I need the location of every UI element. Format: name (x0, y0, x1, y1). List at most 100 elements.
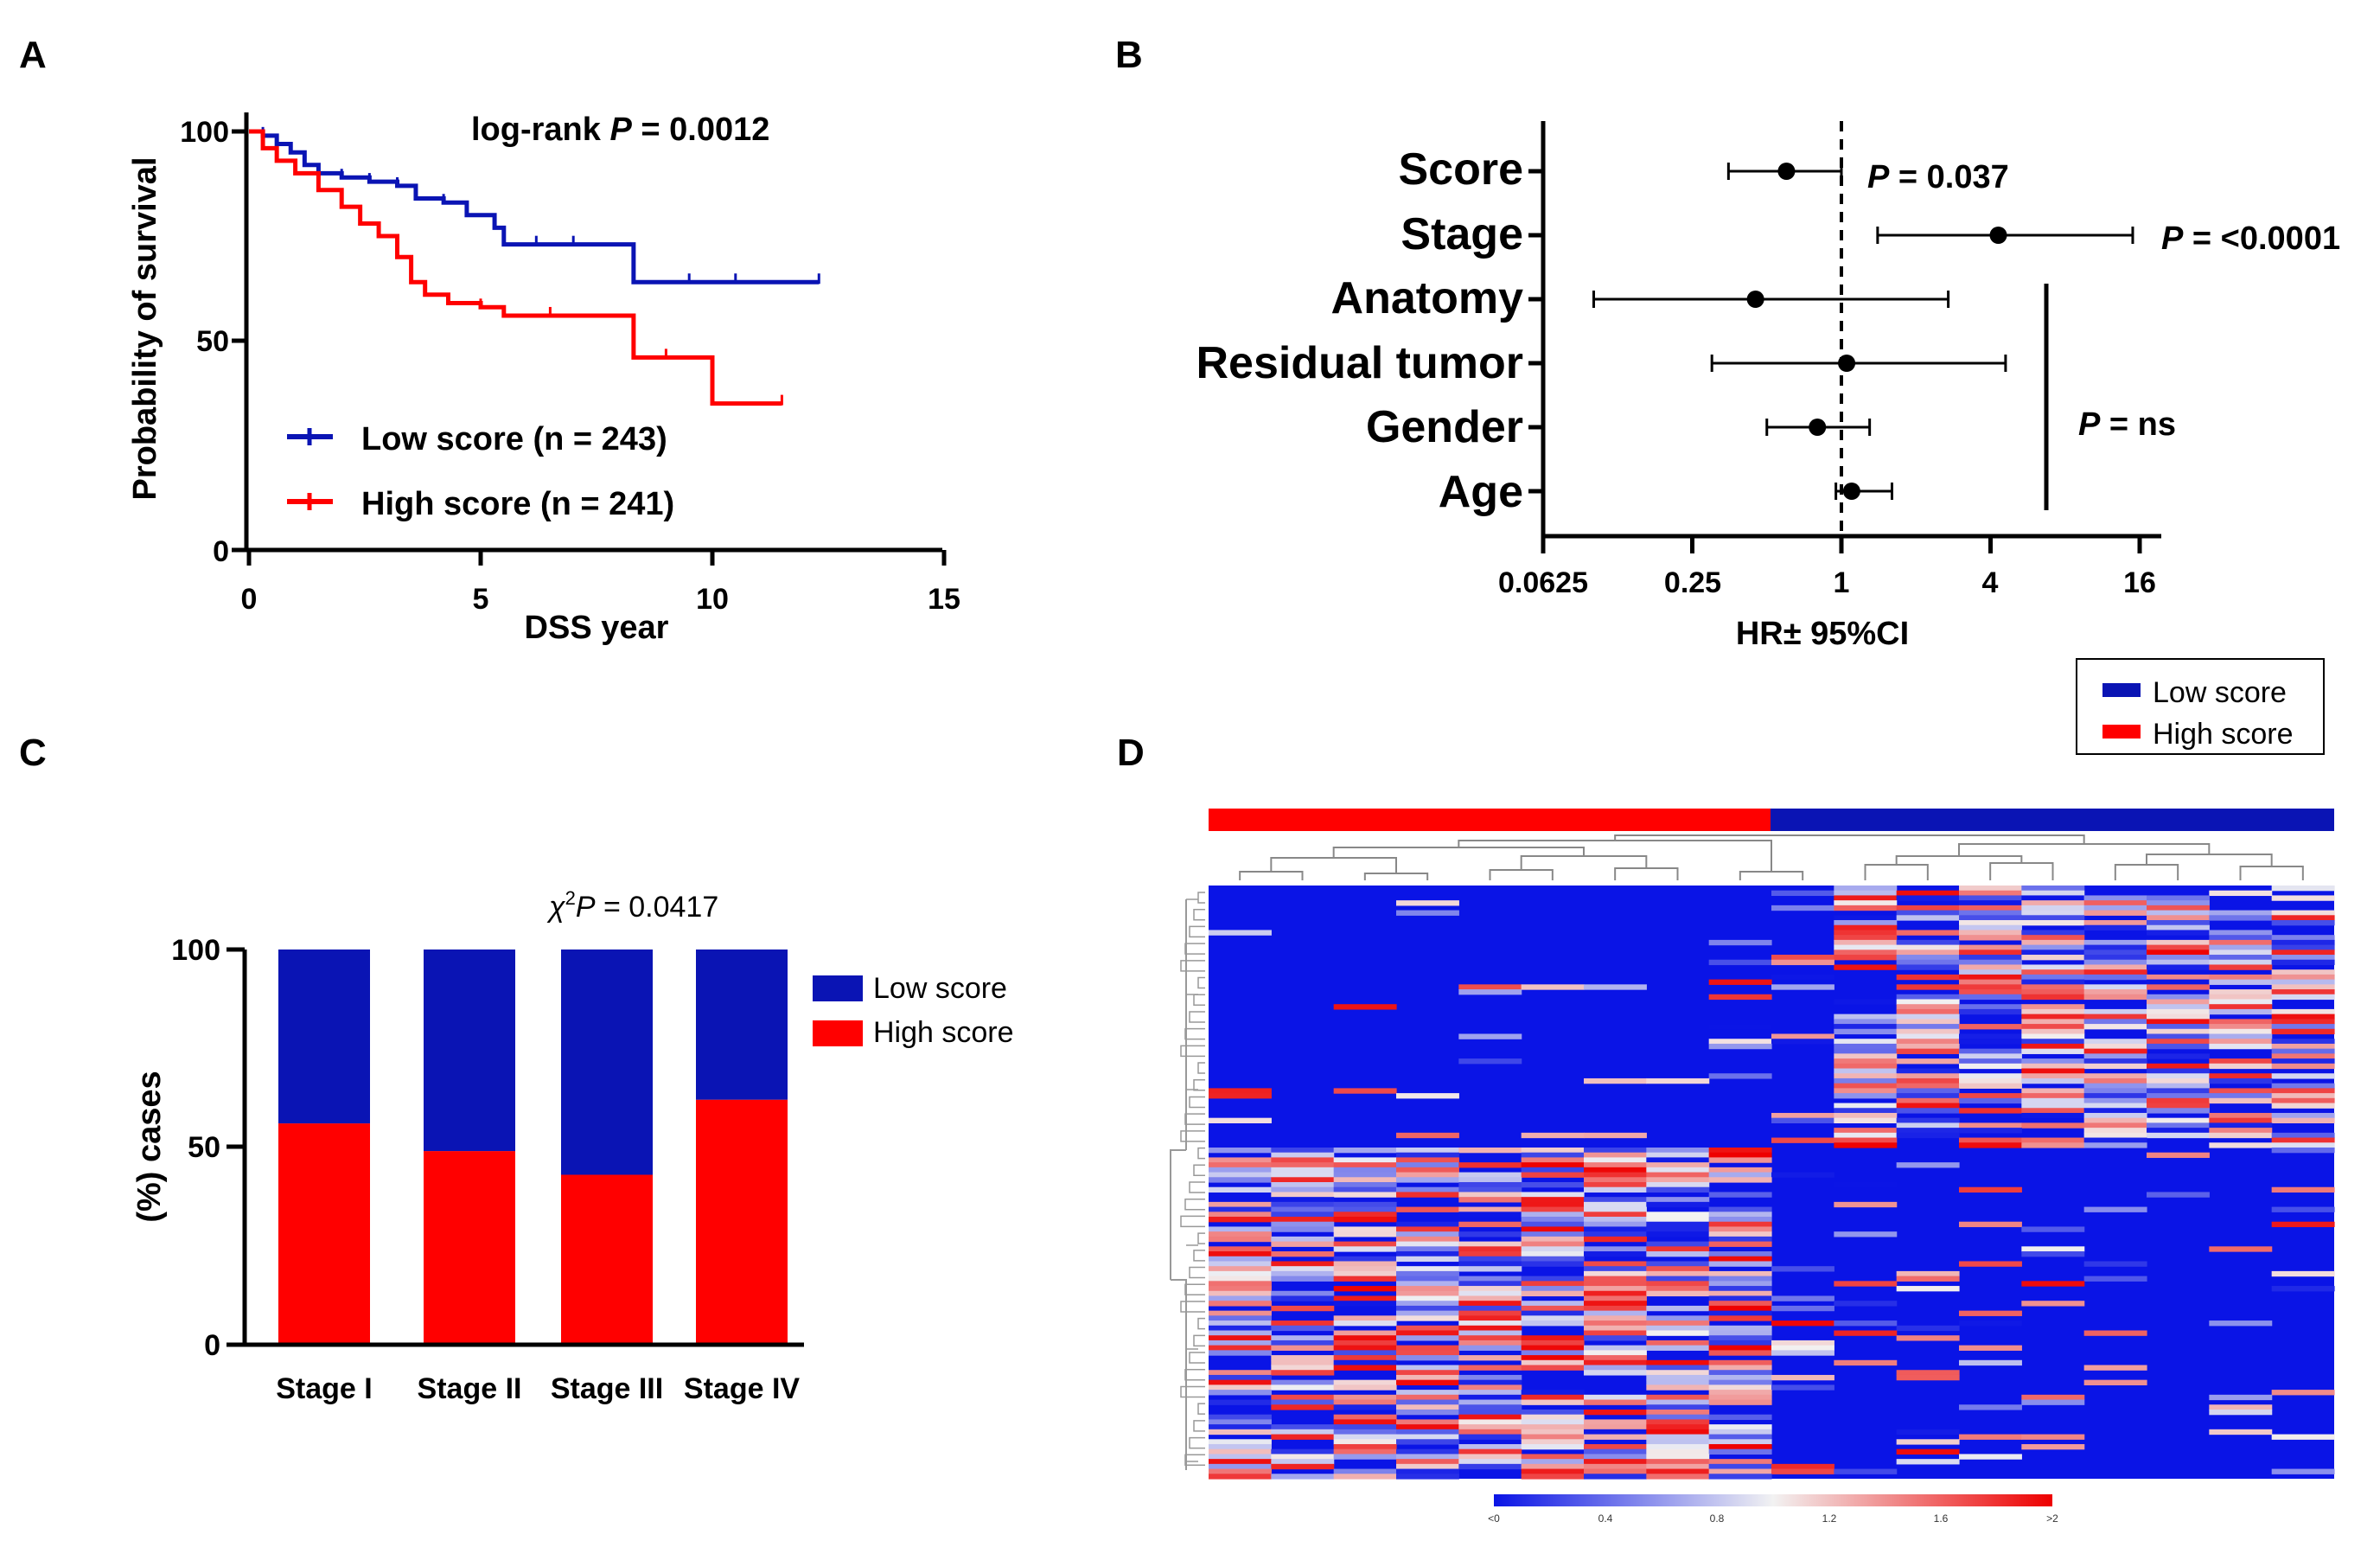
heatmap-cell (1209, 1340, 1272, 1346)
x-tick-5: 5 (473, 583, 489, 616)
row-dendro-link (1193, 908, 1205, 921)
heatmap-cell (2083, 1093, 2147, 1099)
heatmap-cell (1646, 1443, 1710, 1450)
heatmap-cell (1333, 1404, 1397, 1410)
heatmap-cell (1959, 969, 2022, 975)
heatmap-cell (2021, 1058, 2085, 1065)
heatmap-cell (1584, 1157, 1647, 1163)
heatmap-cell (1458, 1424, 1522, 1430)
heatmap-cell (2209, 1024, 2273, 1030)
heatmap-cell (1959, 915, 2022, 921)
row-dendro-link (1193, 1250, 1205, 1262)
heatmap-cell (1834, 1117, 1898, 1123)
heatmap-cell (2083, 1108, 2147, 1114)
heatmap-cell (2147, 1083, 2210, 1089)
dendro-link (1614, 834, 2085, 844)
heatmap-cell (2021, 1399, 2085, 1405)
heatmap-cell (1396, 1379, 1459, 1385)
heatmap-cell (1584, 1197, 1647, 1203)
heatmap-cell (2271, 1019, 2335, 1025)
heatmap-cell (1333, 1266, 1397, 1272)
heatmap-cell (2209, 964, 2273, 970)
heatmap-cell (1271, 1172, 1335, 1178)
heatmap-cell (2021, 895, 2085, 901)
heatmap-cell (1333, 1088, 1397, 1094)
heatmap-cell (1584, 1355, 1647, 1361)
heatmap-cell (1646, 1463, 1710, 1470)
heatmap-cell (1458, 1384, 1522, 1391)
heatmap-cell (1959, 1320, 2022, 1327)
heatmap-cell (2021, 910, 2085, 916)
row-dendro-link (1184, 1198, 1205, 1211)
heatmap-cell (1834, 935, 1898, 941)
axis-ticks-a (232, 129, 947, 566)
heatmap-cell (1521, 1231, 1585, 1237)
heatmap-cell (2021, 1033, 2085, 1039)
heatmap-cell (2083, 1053, 2147, 1059)
heatmap-cell (1959, 964, 2022, 970)
heatmap-cell (1834, 1024, 1898, 1030)
heatmap-cell (1396, 1429, 1459, 1435)
heatmap-cell (2083, 1073, 2147, 1079)
heatmap-cell (2147, 1132, 2210, 1139)
heatmap-cell (1959, 989, 2022, 995)
c-legend-swatch-high (813, 1020, 863, 1046)
heatmap-cell (2083, 1013, 2147, 1020)
chi-square-annotation: χ2P = 0.0417 (546, 887, 718, 924)
heatmap-cell (2209, 999, 2273, 1005)
heatmap-cell (1209, 1147, 1272, 1154)
row-dendro-link (1193, 994, 1205, 1006)
heatmap-cell (1708, 1241, 1772, 1247)
heatmap-cell (1521, 1281, 1585, 1287)
heatmap-cell (1708, 1217, 1772, 1223)
heatmap-cell (1708, 1315, 1772, 1321)
heatmap-cell (2147, 1068, 2210, 1074)
heatmap-cell (1396, 1241, 1459, 1247)
column-dendrogram (1239, 834, 2304, 880)
heatmap-cell (2147, 900, 2210, 906)
heatmap-cell (1271, 1226, 1335, 1232)
heatmap-cell (1708, 1365, 1772, 1371)
heatmap-cell (2021, 944, 2085, 950)
heatmap-cell (1896, 1039, 1960, 1045)
cb-tick-3: 1.2 (1822, 1512, 1837, 1525)
y-tick-0: 0 (213, 535, 229, 568)
heatmap-cell (1396, 1468, 1459, 1474)
heatmap-cell (1209, 1201, 1272, 1208)
heatmap-cell (1708, 1172, 1772, 1178)
heatmap-cell (1271, 1241, 1335, 1247)
heatmap-cell (2021, 1443, 2085, 1450)
heatmap-cell (2147, 910, 2210, 916)
heatmap-cell (1458, 1290, 1522, 1297)
heatmap-cell (1271, 1335, 1335, 1341)
heatmap-cell (1834, 1468, 1898, 1474)
c-legend-label-high: High score (873, 1016, 1014, 1049)
heatmap-cell (1209, 1474, 1272, 1480)
heatmap-cell (1584, 1152, 1647, 1159)
heatmap-cell (2083, 984, 2147, 990)
heatmap-cell (1708, 1152, 1772, 1159)
heatmap-cell (1646, 1077, 1710, 1084)
heatmap-cell (1333, 1206, 1397, 1212)
heatmap-cell (1521, 984, 1585, 990)
heatmap-cell (2021, 1039, 2085, 1045)
c-legend-swatch-low (813, 975, 863, 1001)
heatmap-cell (1396, 1177, 1459, 1183)
heatmap-cell (1896, 1459, 1960, 1465)
row-label-score: Score (1398, 144, 1523, 195)
heatmap-cell (2209, 944, 2273, 950)
heatmap-cell (2083, 994, 2147, 1001)
heatmap-cell (1209, 1295, 1272, 1301)
heatmap-cell (1959, 1093, 2022, 1099)
heatmap-cell (2083, 1077, 2147, 1084)
heatmap-cell (1458, 1212, 1522, 1218)
heatmap-cell (1834, 1281, 1898, 1287)
heatmap-cell (1209, 1424, 1272, 1430)
heatmap-cell (1333, 1261, 1397, 1267)
heatmap-cell (1708, 1221, 1772, 1228)
row-dendro-link (1180, 1215, 1205, 1228)
heatmap-cell (1333, 1301, 1397, 1307)
heatmap-cell (2083, 895, 2147, 901)
heatmap-cell (2021, 915, 2085, 921)
heatmap-cell (1333, 1379, 1397, 1385)
